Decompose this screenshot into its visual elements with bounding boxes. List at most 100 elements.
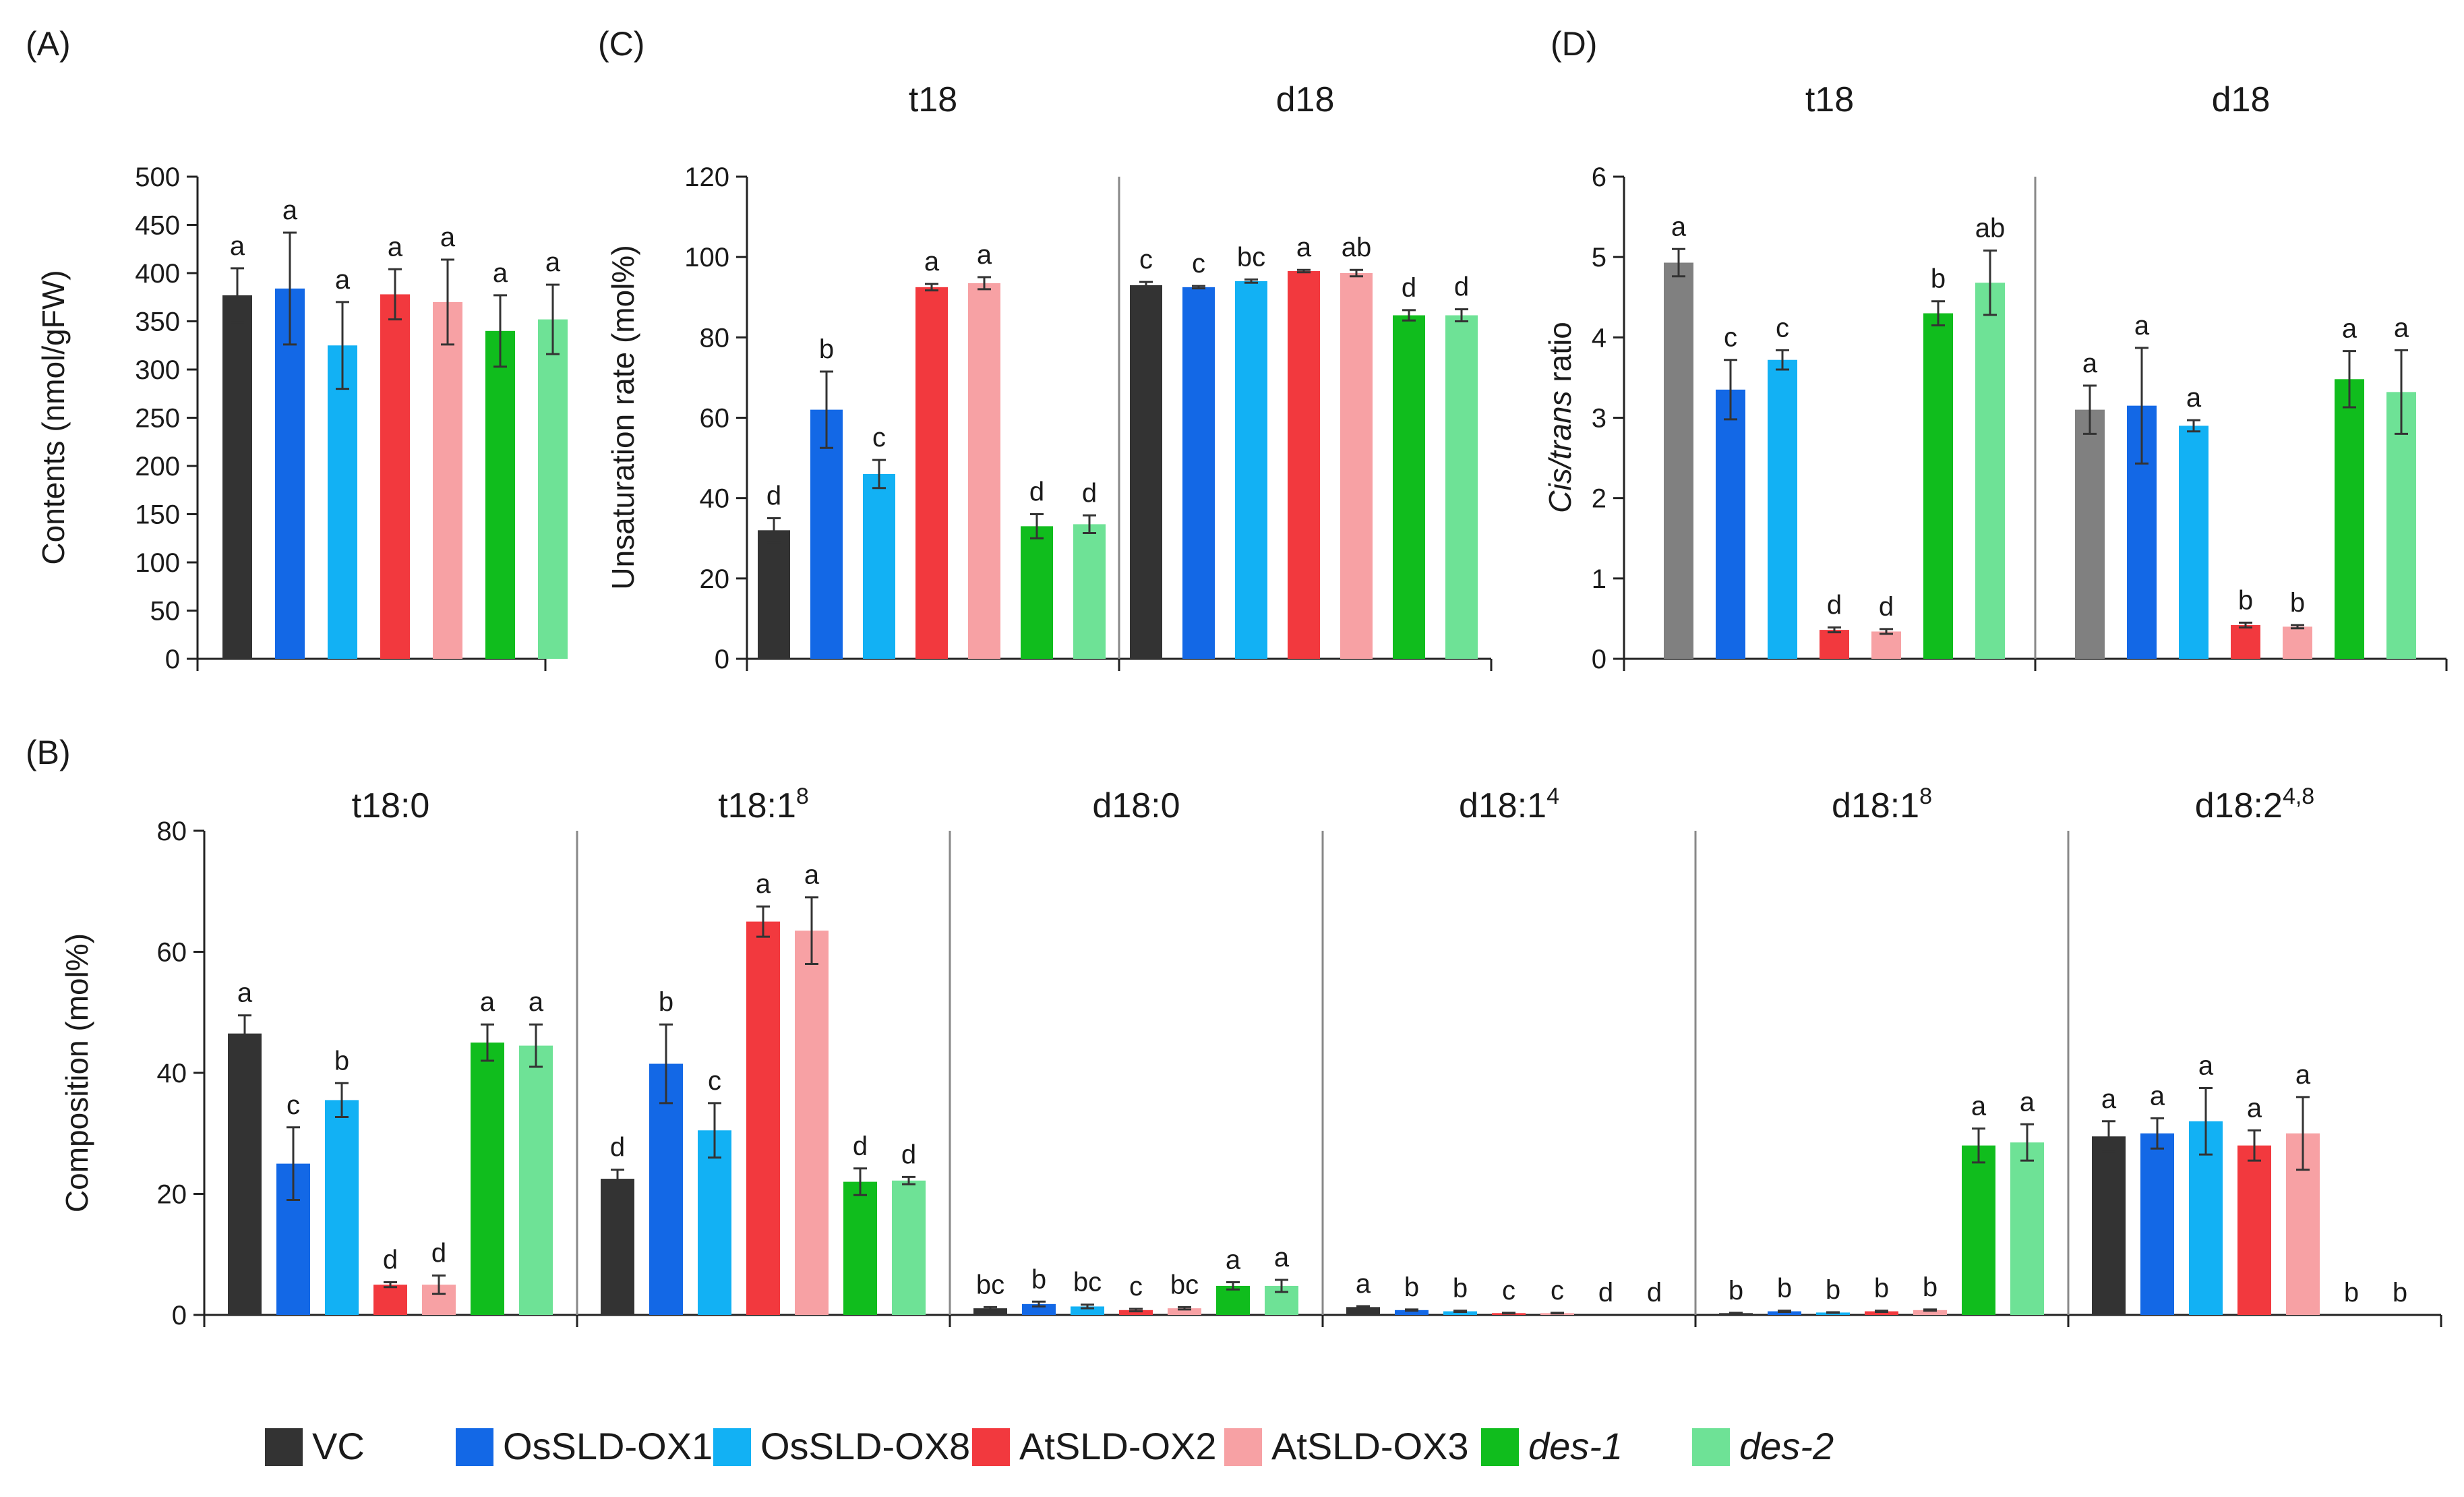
- significance-letter: a: [237, 978, 253, 1008]
- y-axis-label: Unsaturation rate (mol%): [605, 245, 640, 589]
- bar-AtSLD-OX3: [433, 301, 462, 659]
- legend-label: VC: [312, 1425, 365, 1467]
- legend-swatch-des-2: [1692, 1428, 1730, 1466]
- bar-AtSLD-OX3: [2283, 626, 2312, 659]
- significance-letter: c: [708, 1066, 721, 1096]
- significance-letter: a: [756, 869, 771, 899]
- bar-OsSLD-OX8: [328, 345, 357, 659]
- significance-letter: c: [287, 1090, 300, 1120]
- group-title-main: t18:1: [718, 786, 796, 825]
- significance-letter: a: [2394, 313, 2409, 343]
- significance-letter: a: [493, 258, 508, 288]
- significance-letter: c: [1502, 1276, 1515, 1305]
- group-title: t18:18: [718, 784, 809, 825]
- y-tick-label: 2: [1592, 484, 1606, 514]
- bar-des-2: [1073, 524, 1106, 659]
- significance-letter: d: [1029, 477, 1044, 507]
- group-title-main: t18: [1805, 80, 1854, 119]
- bar-AtSLD-OX2: [746, 921, 780, 1315]
- significance-letter: b: [2344, 1278, 2359, 1308]
- bar-OsSLD-OX8: [325, 1100, 359, 1315]
- significance-letter: a: [388, 232, 403, 262]
- bar-VC: [2075, 409, 2105, 659]
- bar-des-1: [843, 1181, 877, 1315]
- group-title-main: d18:2: [2195, 786, 2283, 825]
- significance-letter: d: [901, 1140, 916, 1169]
- significance-letter: d: [1402, 273, 1416, 303]
- significance-letter: a: [1971, 1092, 1987, 1121]
- y-tick-label: 500: [135, 163, 180, 192]
- significance-letter: b: [1923, 1272, 1937, 1302]
- significance-letter: bc: [1237, 243, 1265, 272]
- y-tick-label: 0: [1592, 645, 1606, 674]
- bar-AtSLD-OX3: [1871, 631, 1901, 659]
- legend: VC OsSLD-OX1 OsSLD-OX8 AtSLD-OX2 AtSLD-OX3 de…: [265, 1425, 1834, 1467]
- legend-swatch-AtSLD-OX3: [1224, 1428, 1262, 1466]
- y-tick-label: 450: [135, 211, 180, 241]
- y-tick-label: 6: [1592, 163, 1606, 192]
- bar-AtSLD-OX2: [373, 1285, 407, 1315]
- significance-letter: a: [924, 247, 940, 276]
- bar-des-2: [1975, 283, 2005, 659]
- bar-VC: [973, 1308, 1007, 1315]
- legend-label: OsSLD-OX8: [760, 1425, 970, 1467]
- significance-letter: a: [545, 247, 561, 277]
- significance-letter: b: [1404, 1272, 1419, 1302]
- significance-letter: d: [610, 1133, 625, 1163]
- significance-letter: a: [2198, 1051, 2214, 1080]
- bar-AtSLD-OX2: [1288, 271, 1320, 659]
- significance-letter: a: [529, 987, 544, 1017]
- significance-letter: b: [2238, 585, 2253, 615]
- group-title-main: d18:1: [1832, 786, 1919, 825]
- legend-label: AtSLD-OX3: [1271, 1425, 1469, 1467]
- bar-OsSLD-OX1: [1716, 389, 1745, 659]
- significance-letter: a: [2295, 1060, 2311, 1090]
- bar-des-2: [1445, 315, 1478, 659]
- y-tick-label: 0: [165, 645, 180, 674]
- significance-letter: b: [1826, 1275, 1840, 1305]
- significance-letter: a: [1296, 233, 1312, 262]
- group-title: t18: [909, 80, 957, 119]
- bar-AtSLD-OX2: [2237, 1145, 2271, 1315]
- group-title-sup: 8: [796, 784, 809, 809]
- y-axis-label-rest: ratio: [1542, 322, 1577, 390]
- bar-AtSLD-OX2: [2231, 624, 2260, 659]
- y-tick-label: 0: [715, 645, 729, 674]
- significance-letter: a: [1671, 212, 1687, 241]
- bar-OsSLD-OX1: [1182, 287, 1215, 659]
- significance-letter: ab: [1342, 233, 1372, 262]
- y-axis-label: Cis/trans ratio: [1542, 322, 1577, 513]
- significance-letter: b: [2290, 588, 2305, 618]
- panel-label: (C): [598, 25, 644, 63]
- y-tick-label: 4: [1592, 323, 1606, 353]
- bar-OsSLD-OX8: [2179, 425, 2208, 659]
- bar-AtSLD-OX2: [1119, 1310, 1153, 1315]
- bar-AtSLD-OX3: [1168, 1308, 1201, 1315]
- significance-letter: a: [1274, 1243, 1290, 1272]
- group-title-main: d18: [1276, 80, 1335, 119]
- significance-letter: a: [1226, 1245, 1241, 1275]
- legend-swatch-OsSLD-OX1: [456, 1428, 493, 1466]
- bar-VC: [222, 295, 252, 659]
- bar-des-2: [892, 1180, 926, 1315]
- panel-2: (C) Unsaturation rate (mol%) 0 20 40 60 80 100 1…: [598, 25, 1493, 674]
- bar-OsSLD-OX1: [810, 409, 843, 659]
- bar-des-1: [485, 330, 515, 659]
- significance-letter: b: [1729, 1276, 1743, 1305]
- significance-letter: b: [659, 987, 673, 1017]
- group-title: t18:0: [352, 786, 430, 825]
- bar-des-1: [1923, 313, 1953, 659]
- bar-OsSLD-OX1: [1768, 1311, 1801, 1315]
- bar-OsSLD-OX1: [1022, 1303, 1056, 1315]
- bar-des-2: [519, 1045, 553, 1315]
- bar-AtSLD-OX2: [380, 294, 410, 659]
- significance-letter: d: [383, 1245, 398, 1275]
- significance-letter: c: [1129, 1272, 1143, 1301]
- significance-letter: d: [1647, 1278, 1662, 1308]
- legend-label: OsSLD-OX1: [503, 1425, 713, 1467]
- y-tick-label: 100: [684, 243, 729, 272]
- significance-letter: c: [1724, 323, 1737, 353]
- significance-letter: a: [2247, 1093, 2262, 1123]
- significance-letter: b: [1777, 1274, 1792, 1303]
